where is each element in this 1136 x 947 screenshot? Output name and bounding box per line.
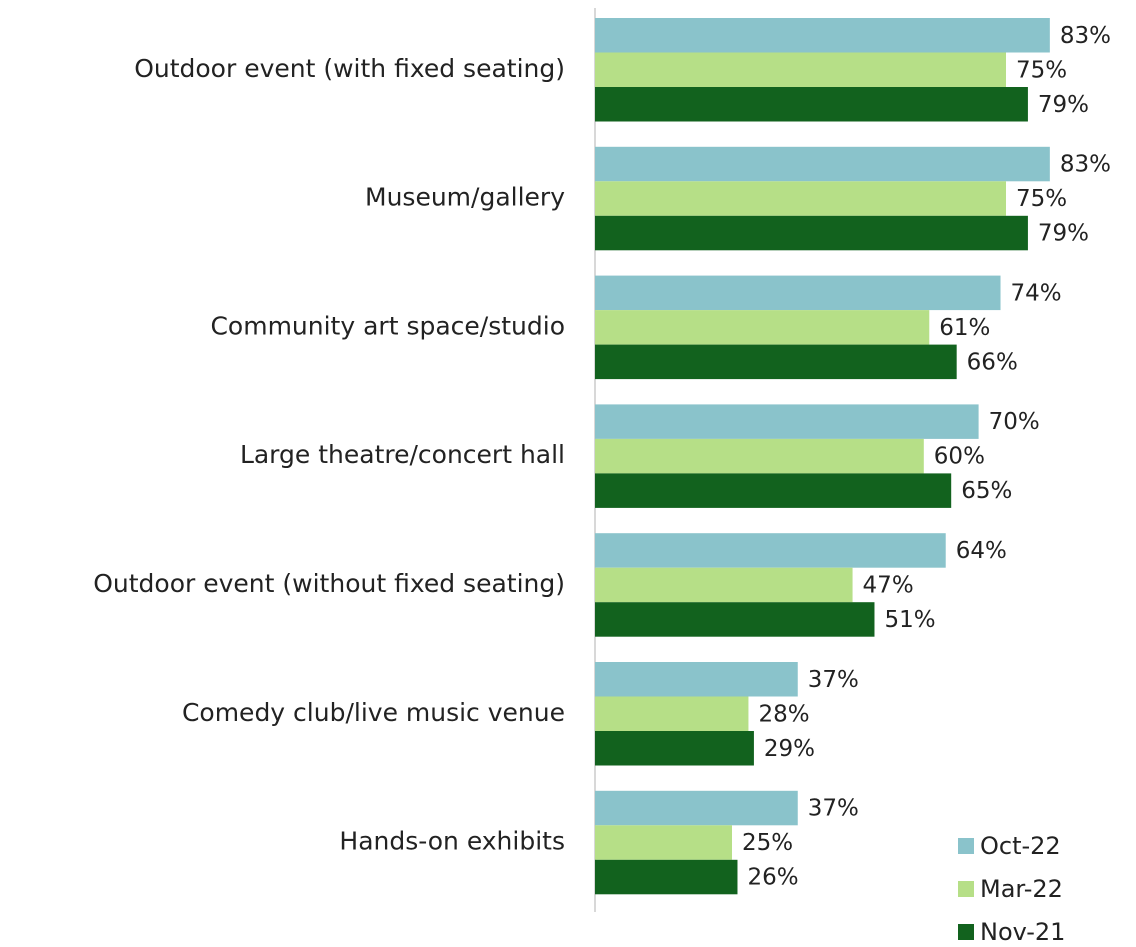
legend-swatch xyxy=(958,881,974,897)
category-label: Comedy club/live music venue xyxy=(182,698,565,727)
bar xyxy=(595,696,749,731)
bar xyxy=(595,662,798,697)
legend-swatch xyxy=(958,924,974,940)
bar xyxy=(595,731,754,766)
value-label: 65% xyxy=(961,478,1012,504)
bar xyxy=(595,146,1050,182)
bar xyxy=(595,602,875,637)
category-label: Large theatre/concert hall xyxy=(240,440,565,469)
bar xyxy=(595,52,1006,87)
bar xyxy=(595,567,853,603)
legend-swatch xyxy=(958,838,974,854)
legend-label: Mar-22 xyxy=(980,875,1063,903)
bar xyxy=(595,215,1028,251)
bar xyxy=(595,438,924,474)
value-label: 83% xyxy=(1060,152,1111,178)
value-label: 25% xyxy=(742,830,793,856)
value-label: 37% xyxy=(808,667,859,693)
value-label: 26% xyxy=(747,865,798,891)
value-label: 28% xyxy=(758,701,809,727)
bar xyxy=(595,310,930,345)
value-label: 66% xyxy=(967,349,1018,375)
value-label: 61% xyxy=(939,315,990,341)
bar xyxy=(595,181,1006,216)
bar xyxy=(595,825,732,860)
bar xyxy=(595,473,952,508)
value-label: 60% xyxy=(934,444,985,470)
category-label: Community art space/studio xyxy=(210,311,565,340)
legend-label: Oct-22 xyxy=(980,832,1061,860)
bar xyxy=(595,790,798,826)
bar xyxy=(595,533,946,568)
value-label: 83% xyxy=(1060,23,1111,49)
category-label: Outdoor event (with fixed seating) xyxy=(134,54,565,83)
value-label: 47% xyxy=(863,572,914,598)
value-label: 51% xyxy=(884,607,935,633)
value-label: 79% xyxy=(1038,92,1089,118)
value-label: 64% xyxy=(956,538,1007,564)
bar xyxy=(595,404,979,439)
value-label: 79% xyxy=(1038,221,1089,247)
bar xyxy=(595,275,1001,311)
category-label: Museum/gallery xyxy=(365,183,565,212)
value-label: 74% xyxy=(1011,280,1062,306)
bar xyxy=(595,87,1028,122)
value-label: 75% xyxy=(1016,57,1067,83)
legend-label: Nov-21 xyxy=(980,918,1065,946)
bar xyxy=(595,344,957,380)
category-label: Outdoor event (without fixed seating) xyxy=(93,569,565,598)
value-label: 37% xyxy=(808,796,859,822)
value-label: 29% xyxy=(764,736,815,762)
bar xyxy=(595,18,1050,53)
bar xyxy=(595,859,738,895)
value-label: 75% xyxy=(1016,186,1067,212)
category-label: Hands-on exhibits xyxy=(339,827,565,856)
value-label: 70% xyxy=(989,409,1040,435)
